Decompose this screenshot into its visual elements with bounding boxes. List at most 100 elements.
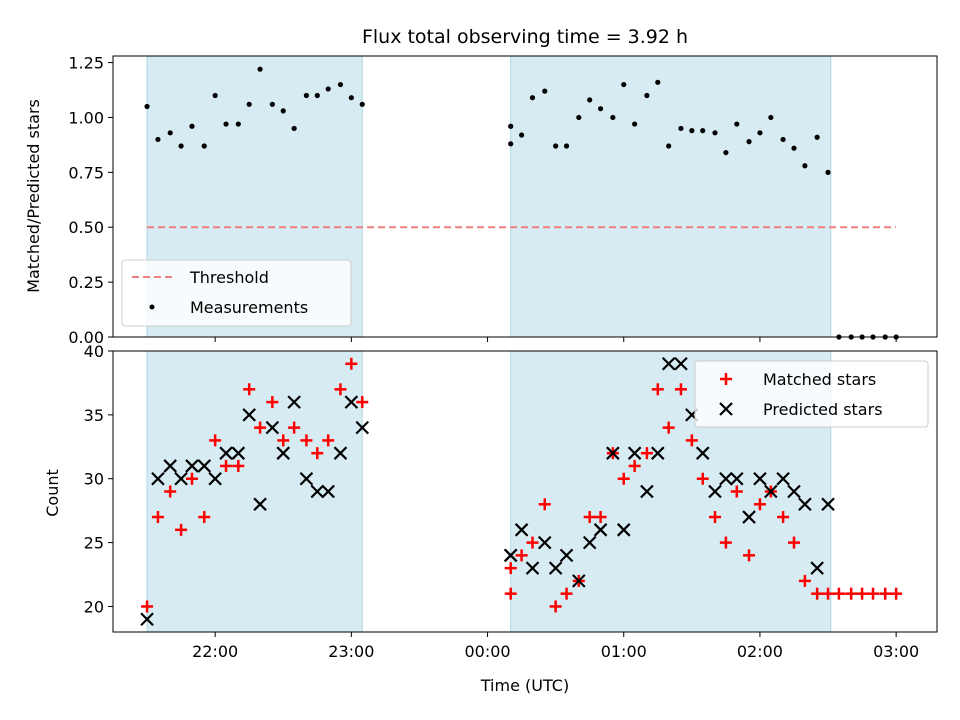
measurement-point [303,92,310,99]
legend-measurements-swatch [149,304,155,310]
matched-star-point [640,447,653,460]
measurement-point [155,136,161,143]
legend-threshold-label: Threshold [189,268,269,287]
matched-star-point [866,587,879,600]
measurement-point [291,125,297,132]
matched-star-point [662,421,675,434]
predicted-star-point [197,459,212,473]
measurement-point [802,163,808,169]
matched-star-point [708,511,721,524]
x-tick-label: 01:00 [601,642,647,661]
y-tick-label: 20 [84,597,104,616]
matched-star-point [515,549,528,562]
matched-star-point [356,396,369,409]
predicted-star-point [525,561,540,575]
measurement-point [689,128,695,134]
measurement-point [814,134,820,140]
count-points [140,356,903,627]
matched-star-point [730,485,743,498]
x-tick-label: 00:00 [464,642,510,661]
measurement-point [257,66,263,72]
predicted-star-point [537,535,552,550]
measurement-point [723,149,729,156]
measurement-point [314,92,320,99]
matched-star-point [164,485,177,498]
predicted-star-point [140,612,154,627]
measurement-point [563,143,570,149]
predicted-star-point [231,446,246,460]
predicted-star-point [821,497,835,512]
measurement-point [529,95,536,101]
ratio-axes: 0.00 0.25 0.50 0.75 1.00 1.25 [68,54,938,347]
measurement-point [542,88,548,94]
predicted-star-point [572,574,586,588]
predicted-star-point [651,446,665,460]
ratio-y-axis-label: Matched/Predicted stars [24,99,43,293]
matched-star-point [832,587,845,600]
predicted-star-point [242,408,256,422]
matched-star-point [311,447,324,460]
matched-star-point [879,587,892,600]
count-legend: Matched stars Predicted stars [694,360,929,428]
predicted-star-point [742,510,756,524]
x-tick-label: 02:00 [737,642,783,661]
predicted-star-point [753,471,767,486]
y-tick-label: 40 [84,342,104,361]
matched-star-point [288,421,301,434]
chart-title: Flux total observing time = 3.92 h [362,26,688,48]
measurement-point [712,130,718,136]
matched-star-point [504,562,517,575]
predicted-star-point [582,535,597,550]
matched-star-point [560,587,573,600]
predicted-star-point [708,484,722,499]
matched-star-point [254,421,267,434]
predicted-star-point [299,471,314,486]
matched-star-point [583,511,596,524]
y-tick-label: 0.50 [68,218,104,237]
measurement-point [734,121,740,127]
matched-star-point [232,459,245,472]
predicted-star-point [185,459,199,473]
measurement-point [337,81,344,88]
observing-window-2 [510,55,832,338]
measurement-point [780,136,786,143]
matched-star-point [753,498,766,511]
measurement-point [280,108,286,114]
plot-frame [112,55,938,338]
measurement-point [644,92,650,99]
predicted-star-point [776,471,790,486]
x-tick-label: 23:00 [328,642,374,661]
measurement-point [768,114,774,121]
predicted-star-point [787,484,801,499]
legend-matched-label: Matched stars [763,370,876,389]
predicted-star-point [333,446,348,460]
measurement-point [348,95,354,101]
measurement-point [587,97,593,103]
y-tick-label: 0.75 [68,163,104,182]
predicted-star-point [355,420,370,435]
predicted-star-point [503,548,518,563]
matched-star-point [822,587,835,600]
matched-star-point [345,357,358,370]
predicted-star-point [616,523,631,537]
matched-star-point [617,472,630,485]
matched-star-point [243,383,256,396]
matched-star-point [685,434,698,447]
matched-star-point [628,459,641,472]
measurement-point [201,143,207,149]
ratio-panel: 0.00 0.25 0.50 0.75 1.00 1.25 Flux total obse… [24,26,938,347]
matched-star-point [811,587,824,600]
matched-star-point [322,434,335,447]
x-tick-label: 03:00 [873,642,919,661]
y-tick-label: 35 [84,406,104,425]
measurement-point [223,121,229,127]
matched-star-point [845,587,858,600]
measurement-point [632,121,638,127]
matched-star-point [549,600,562,613]
ratio-legend: Threshold Measurements [121,259,352,327]
predicted-star-point [219,446,233,460]
count-legend-frame [694,360,929,428]
matched-star-point [719,536,732,549]
matched-star-point [266,396,279,409]
predicted-star-point [695,446,710,460]
